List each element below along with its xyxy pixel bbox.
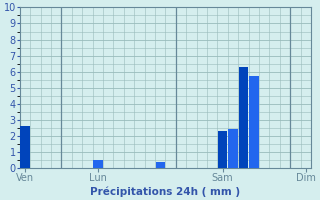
Bar — [249, 76, 259, 168]
Bar — [228, 129, 238, 168]
X-axis label: Précipitations 24h ( mm ): Précipitations 24h ( mm ) — [90, 186, 241, 197]
Bar — [93, 160, 102, 168]
Bar — [156, 162, 165, 168]
Bar — [20, 126, 30, 168]
Bar — [218, 131, 227, 168]
Bar — [239, 67, 248, 168]
